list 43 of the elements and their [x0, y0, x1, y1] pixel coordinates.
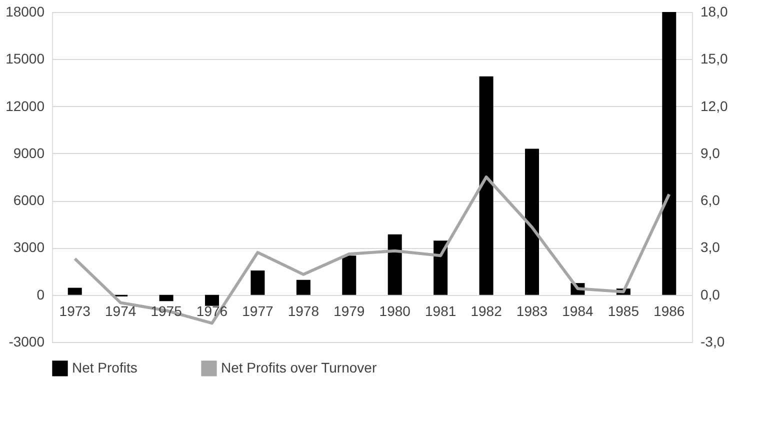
y2-tick-label: 0,0	[700, 286, 720, 302]
x-tick-label: 1975	[150, 302, 182, 319]
x-tick-label: 1980	[379, 302, 411, 319]
x-tick-label: 1973	[59, 302, 91, 319]
x-tick-label: 1974	[104, 302, 136, 319]
bar	[342, 256, 356, 295]
x-tick-label: 1986	[654, 302, 685, 319]
y-tick-label: 9000	[13, 144, 45, 161]
y-tick-label: 0	[36, 286, 45, 302]
bar	[159, 294, 174, 302]
x-tick-label: 1983	[516, 302, 548, 319]
legend-label: Net Profits	[72, 359, 138, 376]
x-tick-label: 1976	[196, 302, 228, 319]
x-tick-label: 1981	[424, 302, 456, 319]
bar	[388, 234, 402, 295]
y2-tick-label: 6,0	[700, 192, 720, 208]
bar	[434, 240, 448, 295]
legend-label: Net Profits over Turnover	[221, 359, 377, 376]
x-tick-label: 1982	[470, 302, 502, 319]
y2-tick-label: 9,0	[700, 144, 720, 161]
y-tick-label: 15000	[6, 50, 45, 67]
bar	[479, 76, 494, 295]
y2-tick-label: 15,0	[700, 50, 728, 67]
x-tick-label: 1984	[562, 302, 594, 319]
x-tick-label: 1979	[334, 302, 365, 319]
y-tick-label: 6000	[13, 192, 45, 208]
y-tick-label: 12000	[6, 98, 45, 114]
bar	[68, 288, 82, 295]
x-tick-label: 1978	[288, 302, 320, 319]
x-tick-label: 1985	[608, 302, 640, 319]
y2-tick-label: -3,0	[700, 334, 725, 350]
y-tick-label: 3000	[13, 239, 45, 256]
bar	[250, 270, 265, 295]
bar	[525, 148, 539, 295]
bar	[662, 12, 676, 295]
y-tick-label: 18000	[6, 4, 45, 20]
bar	[296, 280, 310, 295]
y2-tick-label: 18,0	[700, 4, 728, 20]
y2-tick-label: 12,0	[700, 98, 728, 114]
bar	[205, 294, 219, 306]
y-tick-label: -3000	[8, 334, 45, 350]
y2-tick-label: 3,0	[700, 239, 720, 256]
x-tick-label: 1977	[242, 302, 274, 319]
